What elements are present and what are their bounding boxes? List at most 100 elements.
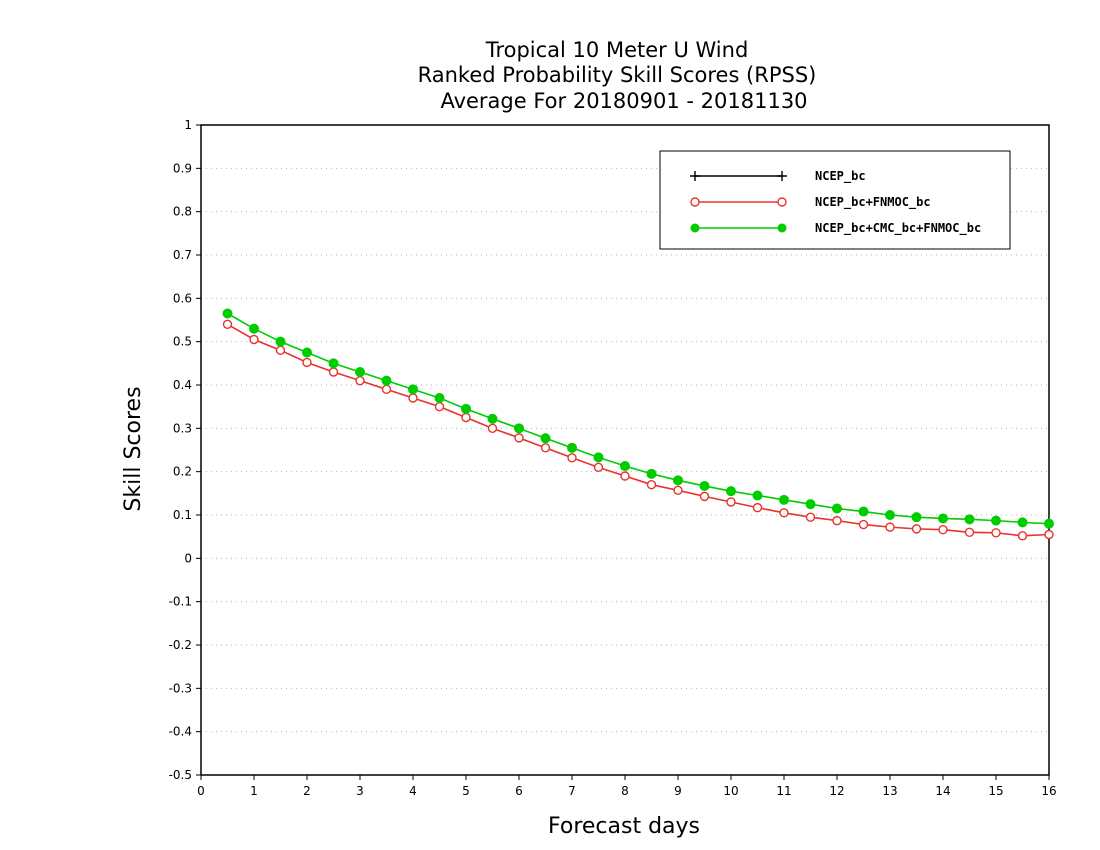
axes: -0.5 -0.4 -0.3 -0.2 -0.1 0 0.1 0.2 0.3 0.4 0.5 0.6 0… xyxy=(169,118,1057,798)
data-point xyxy=(752,502,763,513)
data-point xyxy=(673,485,683,495)
data-point xyxy=(832,515,842,526)
data-point xyxy=(699,480,710,491)
data-point xyxy=(779,494,789,505)
legend-marker xyxy=(690,223,700,233)
data-point xyxy=(249,334,259,345)
x-tick-label: 15 xyxy=(988,784,1003,798)
legend-marker xyxy=(690,171,700,181)
data-point xyxy=(434,401,445,412)
data-point xyxy=(726,497,736,507)
x-tick-label: 14 xyxy=(935,784,950,798)
legend-marker xyxy=(777,223,787,233)
chart-title-line-1: Tropical 10 Meter U Wind xyxy=(485,38,749,62)
x-tick-label: 1 xyxy=(250,784,258,798)
data-point xyxy=(938,513,948,524)
y-tick-label: 0.8 xyxy=(173,205,192,219)
x-tick-label: 0 xyxy=(197,784,205,798)
legend-label: NCEP_bc+CMC_bc+FNMOC_bc xyxy=(815,221,981,236)
data-point xyxy=(222,319,233,330)
data-point xyxy=(1017,517,1028,528)
data-point xyxy=(1017,531,1028,541)
data-point xyxy=(408,393,418,403)
data-point xyxy=(620,471,630,481)
x-tick-label: 16 xyxy=(1041,784,1056,798)
data-point xyxy=(302,347,312,358)
data-point xyxy=(381,384,392,395)
x-tick-label: 7 xyxy=(568,784,576,798)
legend-marker xyxy=(777,197,787,207)
x-tick-label: 13 xyxy=(882,784,897,798)
data-point xyxy=(991,528,1001,538)
y-tick-label: -0.2 xyxy=(169,638,192,652)
data-point xyxy=(964,527,975,538)
chart-title: Tropical 10 Meter U Wind Ranked Probabil… xyxy=(418,38,817,113)
series-1 xyxy=(222,319,1054,541)
legend-item-2: NCEP_bc+CMC_bc+FNMOC_bc xyxy=(690,221,981,236)
x-axis-title: Forecast days xyxy=(548,814,700,839)
data-point xyxy=(355,375,365,386)
x-tick-label: 12 xyxy=(829,784,844,798)
y-axis-title: Skill Scores xyxy=(121,386,146,511)
legend: NCEP_bc NCEP_bc+FNMOC_bc NCEP_bc+CMC_bc+FN… xyxy=(659,150,1011,250)
y-tick-label: 0.2 xyxy=(173,465,192,479)
data-point xyxy=(381,375,392,386)
data-point xyxy=(355,367,365,377)
x-tick-label: 9 xyxy=(674,784,682,798)
x-tick-label: 5 xyxy=(462,784,470,798)
x-tick-label: 4 xyxy=(409,784,417,798)
y-tick-label: 0 xyxy=(184,551,192,565)
legend-box xyxy=(659,150,1011,250)
legend-item-1: NCEP_bc+FNMOC_bc xyxy=(690,195,931,210)
data-point xyxy=(540,433,551,444)
data-point xyxy=(646,468,657,479)
data-point xyxy=(540,443,551,453)
data-point xyxy=(328,358,339,369)
x-tick-label: 3 xyxy=(356,784,364,798)
data-point xyxy=(699,491,710,502)
data-point xyxy=(885,522,895,532)
data-point xyxy=(752,490,763,501)
y-tick-label: 0.9 xyxy=(173,161,192,175)
y-tick-label: -0.4 xyxy=(169,725,192,739)
x-tick-label: 10 xyxy=(723,784,738,798)
x-tick-label: 6 xyxy=(515,784,523,798)
data-point xyxy=(514,423,524,434)
y-tick-label: 1 xyxy=(184,118,192,132)
y-tick-label: -0.1 xyxy=(169,595,192,609)
data-point xyxy=(567,453,577,463)
legend-label: NCEP_bc+FNMOC_bc xyxy=(815,195,931,210)
data-point xyxy=(911,524,922,534)
data-point xyxy=(222,308,233,319)
data-point xyxy=(593,462,604,473)
data-point xyxy=(249,323,259,334)
y-tick-label: 0.4 xyxy=(173,378,192,392)
legend-marker xyxy=(777,171,787,181)
data-point xyxy=(275,345,286,356)
x-tick-label: 8 xyxy=(621,784,629,798)
data-point xyxy=(991,515,1001,526)
data-point xyxy=(858,506,869,517)
data-point xyxy=(832,503,842,514)
data-point xyxy=(964,514,975,525)
series-2 xyxy=(222,308,1054,529)
y-tick-label: -0.5 xyxy=(169,768,192,782)
x-tick-label: 11 xyxy=(776,784,791,798)
y-tick-label: 0.5 xyxy=(173,335,192,349)
data-point xyxy=(275,336,286,347)
legend-marker xyxy=(690,197,700,207)
data-point xyxy=(408,384,418,395)
data-point xyxy=(726,486,736,497)
data-point xyxy=(779,508,789,518)
y-tick-label: 0.7 xyxy=(173,248,192,262)
x-tick-label: 2 xyxy=(303,784,311,798)
data-point xyxy=(673,475,683,486)
y-tick-label: 0.6 xyxy=(173,291,192,305)
data-point xyxy=(567,442,577,453)
data-point xyxy=(461,403,471,414)
y-tick-label: 0.3 xyxy=(173,421,192,435)
series xyxy=(222,308,1054,541)
data-point xyxy=(461,412,471,423)
